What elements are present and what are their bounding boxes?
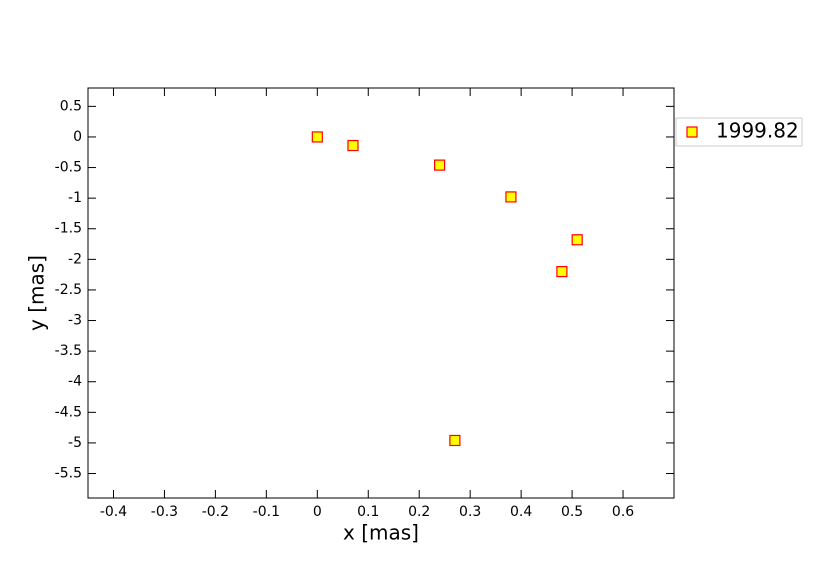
- y-tick-label: -5.5: [55, 466, 82, 482]
- x-tick-label: 0.2: [408, 504, 430, 520]
- x-tick-label: 0.4: [510, 504, 532, 520]
- marker: [311, 131, 323, 143]
- y-tick-label: -1.5: [55, 221, 82, 237]
- y-tick-label: -5: [68, 435, 82, 451]
- legend-marker: [686, 126, 698, 138]
- y-tick-label: -2: [68, 251, 82, 267]
- x-tick-label: -0.4: [100, 504, 127, 520]
- x-tick-label: -0.2: [202, 504, 229, 520]
- x-tick-label: -0.3: [151, 504, 178, 520]
- y-tick-label: -3: [68, 313, 82, 329]
- x-tick-label: 0: [313, 504, 322, 520]
- x-tick-label: 0.6: [612, 504, 634, 520]
- y-tick-label: -4: [68, 374, 82, 390]
- legend-label: 1999.82: [716, 119, 799, 143]
- x-tick-label: 0.5: [561, 504, 583, 520]
- y-tick-label: -4.5: [55, 404, 82, 420]
- marker: [571, 234, 583, 246]
- marker: [556, 265, 568, 278]
- x-axis-label: x [mas]: [343, 521, 419, 545]
- x-tick-label: 0.1: [357, 504, 379, 520]
- marker: [347, 139, 359, 152]
- marker: [505, 191, 517, 203]
- x-tick-label: 0.3: [459, 504, 481, 520]
- y-tick-label: -3.5: [55, 343, 82, 359]
- plot-frame: [87, 87, 675, 499]
- y-tick-label: -0.5: [55, 160, 82, 176]
- y-tick-label: -1: [68, 190, 82, 206]
- x-tick-label: -0.1: [253, 504, 280, 520]
- y-tick-label: 0.5: [60, 98, 82, 114]
- marker: [434, 159, 446, 171]
- y-tick-label: -2.5: [55, 282, 82, 298]
- y-axis-label: y [mas]: [25, 255, 49, 331]
- marker: [449, 434, 461, 447]
- y-tick-label: 0: [73, 129, 82, 145]
